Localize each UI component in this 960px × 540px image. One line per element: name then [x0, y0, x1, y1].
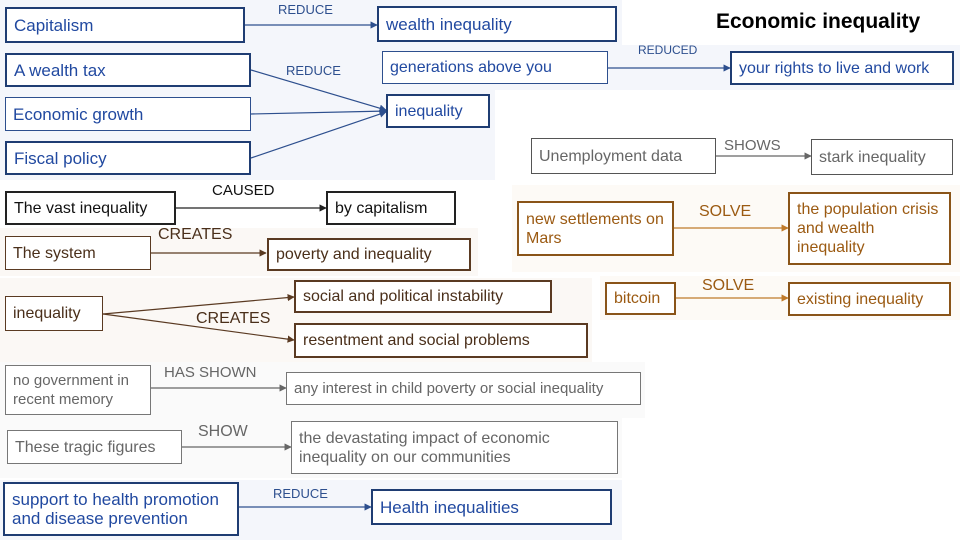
- node-tragic-figures: These tragic figures: [7, 430, 182, 464]
- edge-label-reduce: REDUCE: [273, 486, 328, 501]
- node-resentment-social-problems: resentment and social problems: [294, 323, 588, 358]
- node-wealth-inequality: wealth inequality: [377, 6, 617, 42]
- edge-label-shows: SHOWS: [724, 137, 781, 154]
- edge-label-has-shown: HAS SHOWN: [164, 364, 257, 381]
- arrow-economic-growth: [250, 107, 387, 115]
- page-title: Economic inequality: [716, 10, 921, 33]
- node-unemployment-data: Unemployment data: [531, 138, 716, 174]
- node-existing-inequality: existing inequality: [788, 282, 951, 316]
- node-inequality-brown: inequality: [5, 296, 103, 331]
- edge-label-reduce: REDUCE: [278, 2, 333, 17]
- node-health-inequalities: Health inequalities: [371, 489, 612, 525]
- edge-label-reduced: REDUCED: [638, 43, 698, 57]
- edge-label-solve: SOLVE: [702, 277, 755, 294]
- node-vast-inequality: The vast inequality: [5, 191, 176, 225]
- node-generations-above-you: generations above you: [382, 51, 608, 84]
- node-the-system: The system: [5, 236, 151, 270]
- node-mars-settlements: new settlements on Mars: [517, 201, 674, 256]
- node-social-political-instability: social and political instability: [294, 280, 552, 313]
- edge-label-solve: SOLVE: [699, 203, 752, 220]
- node-health-promotion: support to health promotion and disease …: [3, 482, 239, 536]
- edge-label-reduce: REDUCE: [286, 63, 341, 78]
- node-bitcoin: bitcoin: [605, 282, 676, 315]
- node-by-capitalism: by capitalism: [326, 191, 456, 225]
- edge-label-creates: CREATES: [196, 310, 271, 327]
- node-wealth-tax: A wealth tax: [5, 53, 251, 87]
- node-capitalism: Capitalism: [5, 7, 245, 43]
- node-stark-inequality: stark inequality: [811, 139, 953, 175]
- arrow-fiscal-policy: [250, 110, 387, 159]
- arrow-wealth-tax: [250, 69, 387, 112]
- node-poverty-inequality: poverty and inequality: [267, 238, 471, 271]
- node-population-crisis: the population crisis and wealth inequal…: [788, 192, 951, 265]
- edge-label-caused: CAUSED: [212, 182, 275, 199]
- node-your-rights: your rights to live and work: [730, 51, 954, 85]
- node-inequality-blue: inequality: [386, 94, 490, 128]
- node-fiscal-policy: Fiscal policy: [5, 141, 251, 175]
- edge-label-show: SHOW: [198, 423, 248, 440]
- arrow-inequality-resentment: [102, 313, 295, 343]
- node-any-interest: any interest in child poverty or social …: [286, 372, 641, 405]
- node-economic-growth: Economic growth: [5, 97, 251, 131]
- edge-label-creates: CREATES: [158, 226, 233, 243]
- node-devastating-impact: the devastating impact of economic inequ…: [291, 421, 618, 474]
- arrow-inequality-instability: [102, 293, 295, 315]
- node-no-government: no government in recent memory: [5, 365, 151, 415]
